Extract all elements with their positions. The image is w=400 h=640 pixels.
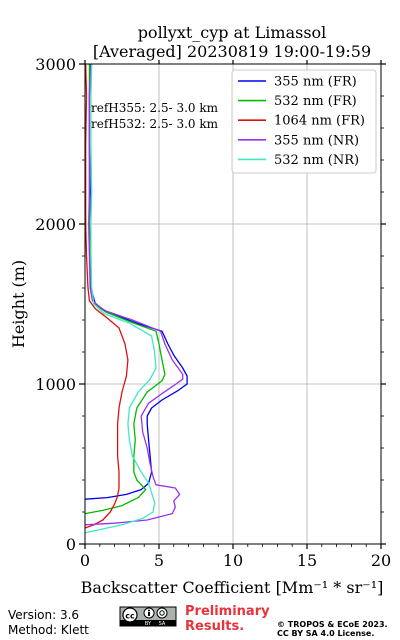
chart-subtitle: [Averaged] 20230819 19:00-19:59 <box>93 42 371 61</box>
series-line-355-nm-nr <box>84 63 184 526</box>
svg-text:cc: cc <box>125 612 135 621</box>
x-tick-label: 10 <box>223 551 243 570</box>
license-text: CC BY SA 4.0 License. <box>277 629 374 638</box>
legend-label: 1064 nm (FR) <box>274 114 365 129</box>
version-text: Version: 3.6 <box>8 608 79 622</box>
svg-text:SA: SA <box>159 621 166 627</box>
y-axis-label: Height (m) <box>9 260 28 348</box>
legend: 355 nm (FR) 532 nm (FR) 1064 nm (FR) 355 nm… <box>231 69 377 174</box>
x-tick-label: 20 <box>371 551 391 570</box>
series-line-532-nm-fr <box>84 64 166 515</box>
legend-box <box>231 69 377 174</box>
legend-label: 532 nm (FR) <box>274 94 357 109</box>
method-text: Method: Klett <box>8 623 89 637</box>
copyright-text: © TROPOS & ECoE 2023. <box>277 620 388 629</box>
series-line-532-nm-nr <box>84 63 157 534</box>
series-lines <box>84 63 188 534</box>
y-tick-label: 3000 <box>35 55 76 74</box>
preliminary-label-line2: Results. <box>185 619 244 634</box>
x-axis-label: Backscatter Coefficient [Mm⁻¹ * sr⁻¹] <box>81 578 384 597</box>
legend-label: 355 nm (NR) <box>274 133 359 148</box>
legend-label: 532 nm (NR) <box>274 153 359 168</box>
reference-height-annotation: refH355: 2.5- 3.0 km <box>91 101 219 115</box>
svg-text:BY: BY <box>145 621 152 627</box>
legend-label: 355 nm (FR) <box>274 75 357 90</box>
preliminary-label: Preliminary <box>185 604 270 619</box>
series-line-1064-nm-fr <box>84 63 129 529</box>
x-tick-label: 5 <box>154 551 164 570</box>
footer: Version: 3.6 Method: Klett cc BY SA Prel… <box>8 604 388 638</box>
cc-by-sa-license-logo: cc BY SA <box>119 606 177 627</box>
y-tick-label: 0 <box>66 535 76 554</box>
y-tick-label: 2000 <box>35 215 76 234</box>
reference-height-annotation: refH532: 2.5- 3.0 km <box>91 117 219 131</box>
y-tick-label: 1000 <box>35 375 76 394</box>
x-tick-label: 0 <box>80 551 90 570</box>
annotations: refH355: 2.5- 3.0 km refH532: 2.5- 3.0 km <box>91 101 219 131</box>
axis-ticks: 0 5 10 15 20 0 1000 2000 3000 <box>35 55 391 570</box>
chart-title: pollyxt_cyp at Limassol <box>138 23 327 42</box>
x-tick-label: 15 <box>297 551 317 570</box>
